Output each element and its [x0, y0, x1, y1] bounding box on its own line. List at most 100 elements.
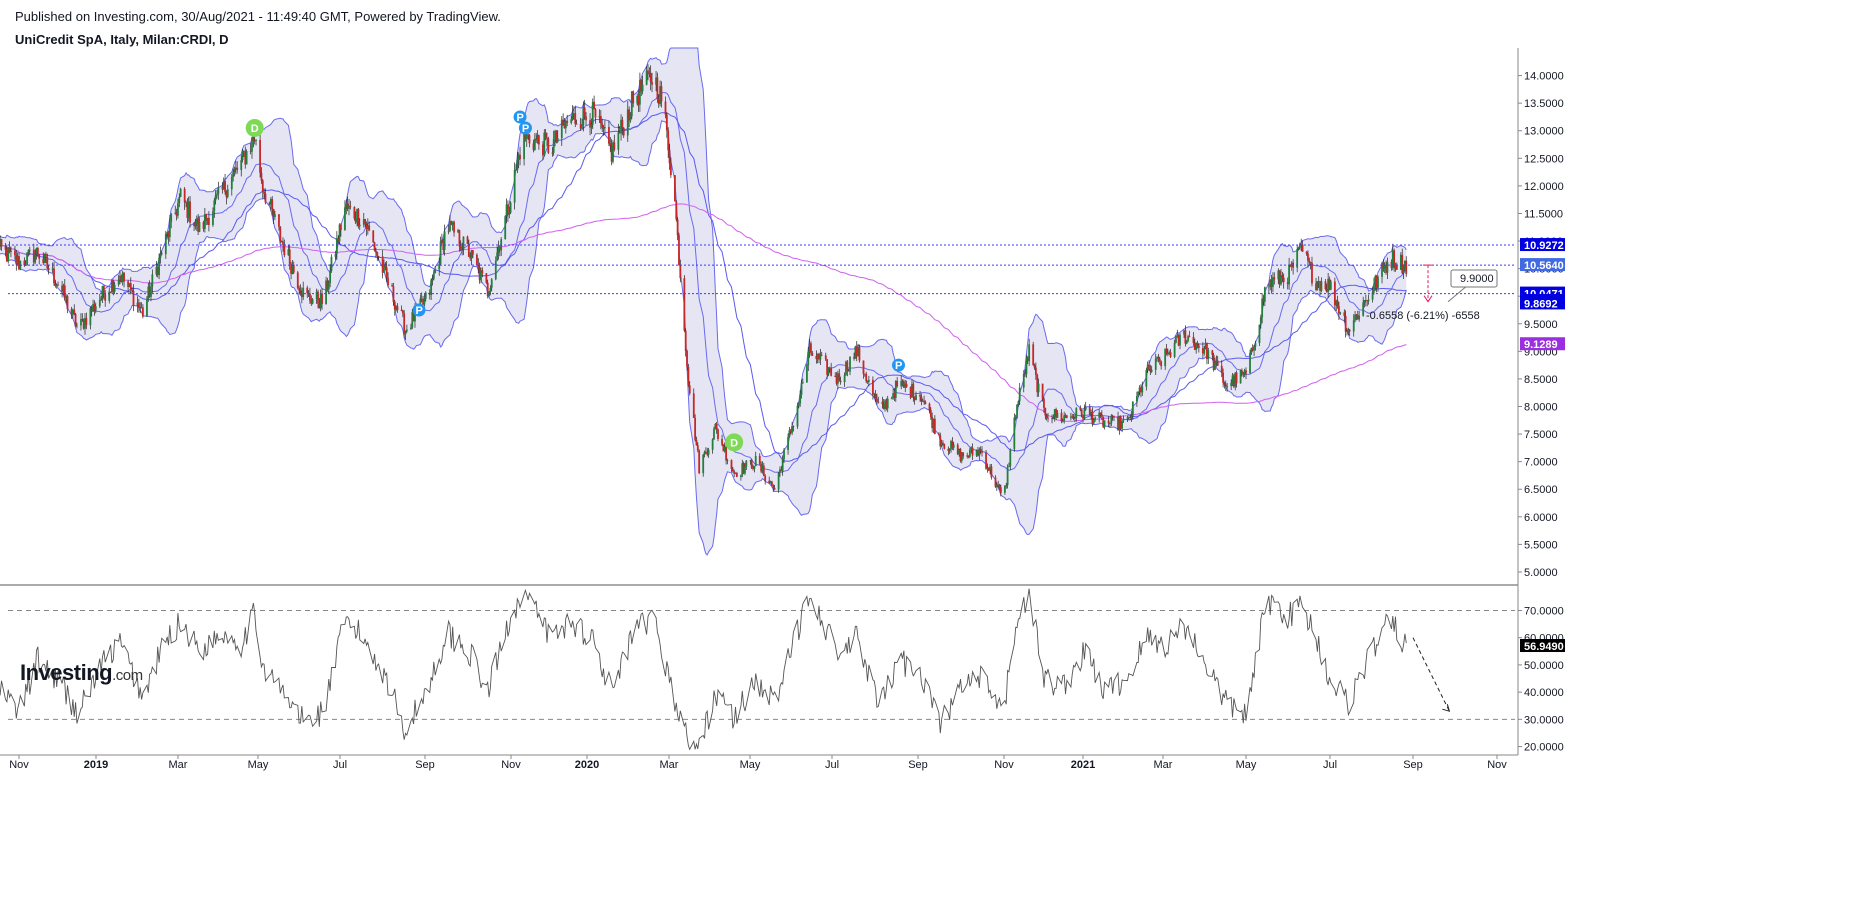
candle-body — [278, 214, 280, 227]
candle-body — [82, 319, 85, 329]
candle-body — [317, 291, 319, 304]
candle-body — [1327, 278, 1330, 292]
candle-body — [349, 205, 352, 208]
candle-body — [648, 72, 651, 75]
candle-body — [1358, 315, 1361, 320]
candle-body — [932, 418, 935, 429]
candle-body — [590, 124, 593, 128]
candle-body — [744, 466, 746, 474]
candle-body — [391, 285, 393, 287]
candle-body — [1131, 401, 1134, 416]
candle-body — [733, 471, 736, 474]
candle-body — [1308, 260, 1311, 263]
candle-body — [535, 138, 538, 141]
candle-body — [533, 138, 536, 150]
candle-body — [366, 225, 369, 230]
candle-body — [274, 214, 276, 218]
candle-body — [865, 373, 868, 382]
time-tick-label: Mar — [660, 759, 679, 771]
time-tick-label: May — [1236, 759, 1257, 771]
candle-body — [827, 368, 830, 375]
time-tick-label: Nov — [501, 759, 521, 771]
candle-body — [787, 436, 789, 450]
candle-body — [310, 300, 313, 304]
price-tick-label: 13.0000 — [1524, 126, 1564, 138]
candle-body — [547, 138, 550, 153]
candle-body — [1278, 270, 1281, 285]
candle-body — [762, 465, 765, 477]
candle-body — [675, 201, 678, 220]
candle-body — [1160, 361, 1163, 367]
candle-body — [245, 151, 248, 165]
candle-body — [255, 139, 257, 141]
candle-body — [1211, 350, 1214, 355]
candle-body — [1399, 254, 1402, 270]
candle-body — [241, 151, 244, 161]
candle-body — [1377, 276, 1379, 288]
pivot-marker — [518, 121, 532, 135]
candle-body — [217, 186, 220, 194]
candle-body — [222, 181, 225, 190]
candle-body — [119, 275, 121, 281]
price-tick-label: 9.5000 — [1524, 319, 1558, 331]
candle-body — [641, 84, 644, 92]
candle-body — [527, 134, 530, 136]
candle-body — [476, 254, 478, 265]
candle-body — [929, 409, 932, 418]
candle-body — [111, 280, 113, 293]
candle-body — [387, 277, 389, 286]
candle-body — [288, 249, 291, 264]
candle-body — [608, 127, 610, 144]
candle-body — [137, 302, 140, 307]
candle-body — [1290, 262, 1293, 267]
candle-body — [1382, 262, 1385, 269]
candle-body — [519, 154, 521, 160]
candle-body — [706, 452, 709, 455]
candle-body — [846, 361, 849, 371]
rsi-tick-label: 40.0000 — [1524, 687, 1564, 699]
price-tick-label: 7.0000 — [1524, 457, 1558, 469]
candle-body — [1272, 277, 1274, 287]
candle-body — [291, 264, 294, 274]
candle-body — [89, 308, 92, 326]
candle-body — [667, 130, 670, 151]
candle-body — [38, 254, 41, 259]
candle-body — [1158, 358, 1161, 362]
candle-body — [711, 439, 714, 450]
candle-body — [353, 207, 356, 219]
candle-body — [933, 418, 936, 435]
candle-body — [362, 219, 365, 225]
candle-body — [381, 256, 384, 273]
candle-body — [742, 463, 745, 474]
candle-body — [1402, 267, 1405, 274]
candle-body — [139, 306, 142, 308]
candle-body — [1168, 352, 1171, 355]
candle-body — [1354, 314, 1356, 321]
candle-body — [1333, 281, 1336, 306]
candle-body — [1083, 409, 1086, 419]
candle-body — [1164, 348, 1167, 367]
candle-body — [1395, 264, 1398, 270]
candle-body — [35, 248, 38, 255]
candle-body — [772, 485, 775, 488]
candle-body — [372, 230, 375, 243]
candle-body — [835, 376, 838, 384]
price-tick-label: 8.5000 — [1524, 374, 1558, 386]
candle-body — [489, 287, 492, 292]
candle-body — [1156, 357, 1158, 359]
candle-body — [1169, 352, 1172, 357]
candle-body — [311, 299, 314, 304]
candle-body — [979, 449, 982, 451]
candle-body — [928, 403, 931, 410]
candle-body — [1188, 336, 1191, 338]
candle-body — [900, 380, 903, 387]
candle-body — [986, 467, 989, 469]
candle-body — [581, 125, 583, 129]
callout-label: 9.9000 — [1460, 273, 1494, 285]
candle-body — [659, 86, 662, 104]
candle-body — [396, 306, 399, 310]
candle-body — [1297, 247, 1300, 250]
candle-body — [4, 246, 7, 250]
candle-body — [93, 304, 96, 311]
